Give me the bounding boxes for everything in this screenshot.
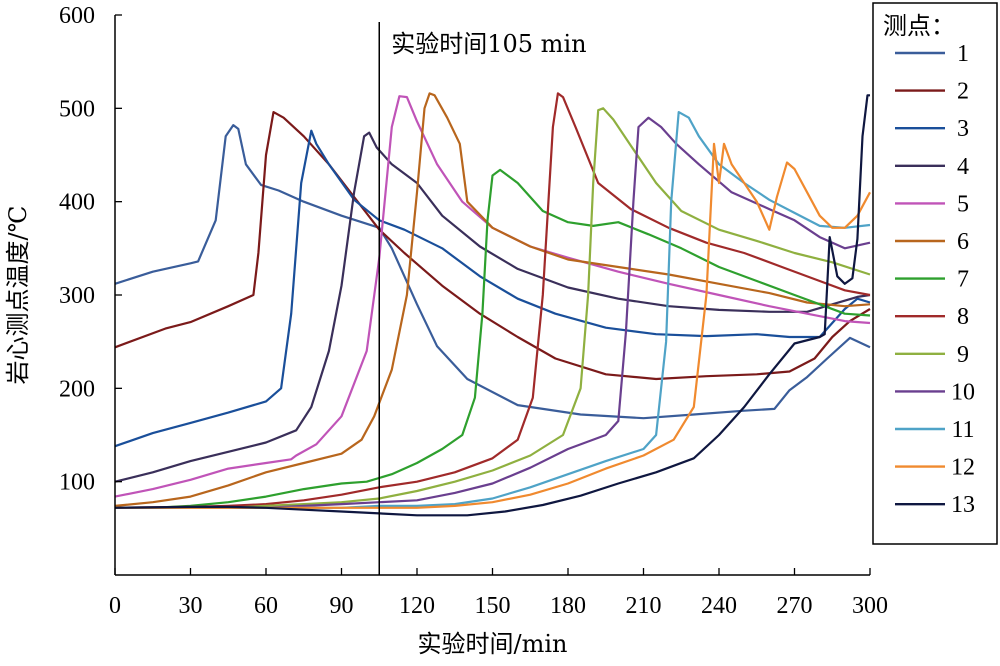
series-line-6 <box>114 92 871 507</box>
x-tick-label: 60 <box>254 593 278 619</box>
series-line-8 <box>114 92 871 509</box>
legend-label-1: 1 <box>957 41 969 67</box>
series-line-2 <box>114 111 871 381</box>
y-tick-label: 400 <box>59 190 95 216</box>
x-tick-label: 210 <box>626 593 662 619</box>
x-tick-label: 120 <box>399 593 435 619</box>
legend-label-5: 5 <box>957 191 969 217</box>
legend-label-9: 9 <box>957 342 969 368</box>
x-tick-label: 150 <box>475 593 511 619</box>
annotation-label: 实验时间105 min <box>391 30 586 58</box>
legend-label-12: 12 <box>951 455 975 481</box>
series-line-3 <box>114 129 871 448</box>
legend-label-2: 2 <box>957 79 969 105</box>
legend-label-8: 8 <box>957 304 969 330</box>
legend-box <box>872 2 998 545</box>
series-line-5 <box>114 95 871 498</box>
legend-label-7: 7 <box>957 267 969 293</box>
x-tick-label: 180 <box>550 593 586 619</box>
legend-label-4: 4 <box>957 154 969 180</box>
legend-title: 测点： <box>883 12 955 40</box>
series-line-12 <box>115 142 871 509</box>
series-line-4 <box>114 131 871 483</box>
y-tick-label: 500 <box>59 96 95 122</box>
y-tick-label: 200 <box>59 376 95 402</box>
series-line-11 <box>115 111 871 509</box>
legend-label-10: 10 <box>951 379 975 405</box>
x-tick-label: 240 <box>701 593 737 619</box>
legend-label-13: 13 <box>951 492 975 518</box>
x-tick-label: 300 <box>852 593 888 619</box>
y-tick-label: 300 <box>59 283 95 309</box>
series-line-9 <box>115 107 871 509</box>
x-tick-label: 0 <box>109 593 121 619</box>
series-line-1 <box>114 124 871 420</box>
x-tick-label: 90 <box>330 593 354 619</box>
legend-label-6: 6 <box>957 229 969 255</box>
y-tick-label: 600 <box>59 3 95 29</box>
x-tick-label: 30 <box>179 593 203 619</box>
x-axis-title: 实验时间/min <box>418 630 568 658</box>
y-axis-title: 岩心测点温度/℃ <box>4 206 32 385</box>
legend-label-11: 11 <box>951 417 974 443</box>
y-tick-label: 100 <box>59 470 95 496</box>
x-tick-label: 270 <box>777 593 813 619</box>
legend-label-3: 3 <box>957 116 969 142</box>
series-line-7 <box>115 168 871 509</box>
series-line-13 <box>114 94 870 517</box>
